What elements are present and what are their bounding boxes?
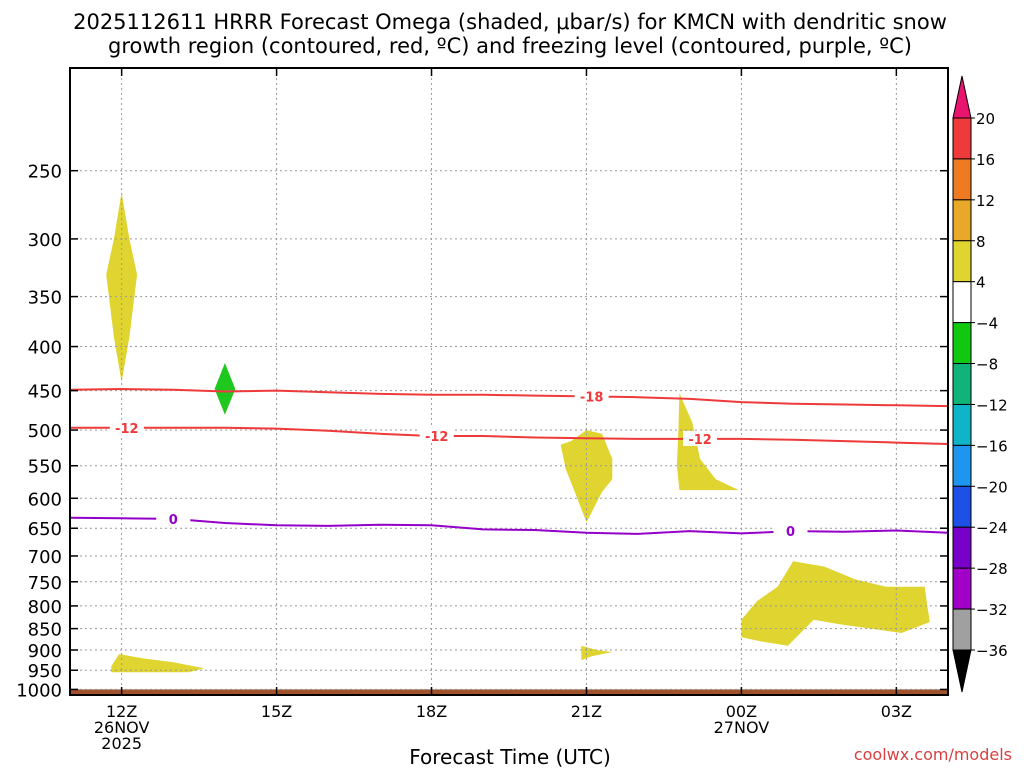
x-tick-label-03Z-0: 03Z: [881, 702, 912, 721]
colorbar-segment-0: [952, 117, 972, 160]
colorbar-segment-12: [952, 608, 972, 651]
ground-strip: [70, 689, 948, 695]
colorbar-label-8: −16: [976, 437, 1008, 455]
y-tick-label-600: 600: [28, 489, 62, 510]
omega-region-900hpa-21z: [581, 645, 613, 661]
colorbar-label-0: 20: [976, 110, 995, 128]
colorbar-segment-1: [952, 158, 972, 201]
zero-c-contour-label-1: 0: [786, 525, 795, 540]
colorbar-segment-9: [952, 485, 972, 528]
colorbar-label-9: −20: [976, 478, 1008, 496]
y-tick-label-450: 450: [28, 382, 62, 403]
minus-12c-contour-label-bg-0: [109, 419, 144, 435]
minus-12c-contour-label-bg-1: [419, 427, 454, 443]
colorbar-segment-11: [952, 567, 972, 610]
y-tick-label-950: 950: [28, 661, 62, 682]
plot-area: -18 -12 -12 -12 0 0: [69, 68, 949, 695]
colorbar-segment-8: [952, 444, 972, 487]
x-tick-label-12Z-2: 2025: [101, 734, 142, 753]
y-tick-label-550: 550: [28, 457, 62, 478]
colorbar-label-1: 16: [976, 151, 995, 169]
minus-18c-contour: [69, 387, 949, 408]
minus-12c-contour-label-2: -12: [688, 433, 712, 448]
y-tick-label-500: 500: [28, 421, 62, 442]
omega-region-530hpa-23z: [676, 393, 739, 491]
axes: 2503003504004505005506006507007508008509…: [16, 67, 949, 753]
colorbar-label-2: 12: [976, 192, 995, 210]
minus-12c-contour-label-bg-2: [683, 430, 718, 446]
minus-18c-contour-label-0: -18: [580, 390, 604, 405]
x-tick-label-00Z-1: 27NOV: [714, 718, 770, 737]
y-tick-label-1000: 1000: [16, 680, 62, 701]
y-tick-label-250: 250: [28, 162, 62, 183]
colorbar-segment-5: [952, 322, 972, 365]
zero-c-contour-label-0: 0: [169, 513, 178, 528]
colorbar: 20 16 12 8 4 −4 −8 −12 −16 −20 −24 −28 −32 −36: [952, 75, 1008, 693]
x-tick-label-12Z-1: 26NOV: [94, 718, 150, 737]
zero-c-contour-label-bg-1: [773, 523, 808, 539]
zero-c-contour-label-bg-0: [156, 510, 191, 526]
x-tick-label-15Z-0: 15Z: [261, 702, 292, 721]
x-tick-label-00Z-0: 00Z: [726, 702, 757, 721]
omega-region-450hpa-14z: [214, 363, 236, 415]
colorbar-label-5: −4: [976, 315, 998, 333]
y-tick-label-900: 900: [28, 641, 62, 662]
omega-region-540hpa-21z: [560, 430, 613, 523]
colorbar-segment-2: [952, 199, 972, 242]
colorbar-label-11: −28: [976, 560, 1008, 578]
minus-18c-contour-label-bg-0: [574, 388, 609, 404]
colorbar-label-6: −8: [976, 356, 998, 374]
colorbar-bottom-arrow: [952, 649, 972, 693]
credit-text: coolwx.com/models: [854, 745, 1012, 764]
minus-12c-contour-label-1: -12: [425, 430, 449, 445]
chart-title-line-1: 2025112611 HRRR Forecast Omega (shaded, …: [73, 10, 947, 34]
y-tick-label-800: 800: [28, 597, 62, 618]
colorbar-segment-6: [952, 363, 972, 405]
colorbar-label-4: 4: [976, 274, 986, 292]
y-tick-label-650: 650: [28, 519, 62, 540]
colorbar-segment-10: [952, 526, 972, 569]
y-tick-label-300: 300: [28, 230, 62, 251]
chart-title-line-2: growth region (contoured, red, ºC) and f…: [108, 34, 912, 58]
colorbar-segment-7: [952, 403, 972, 446]
plot-frame: [69, 67, 949, 696]
colorbar-segment-4: [952, 281, 972, 324]
y-tick-label-850: 850: [28, 620, 62, 641]
x-axis-label: Forecast Time (UTC): [409, 745, 611, 768]
colorbar-label-13: −36: [976, 642, 1008, 660]
colorbar-label-7: −12: [976, 396, 1008, 414]
colorbar-label-12: −32: [976, 601, 1008, 619]
colorbar-segment-3: [952, 240, 972, 283]
minus-12c-contour: [70, 426, 949, 445]
y-tick-label-350: 350: [28, 288, 62, 309]
colorbar-label-10: −24: [976, 519, 1008, 537]
x-tick-label-21Z-0: 21Z: [571, 702, 602, 721]
y-tick-label-400: 400: [28, 338, 62, 359]
y-tick-label-700: 700: [28, 547, 62, 568]
omega-region-300hpa-12z: [106, 192, 138, 383]
omega-region-950hpa-12z: [111, 654, 205, 673]
omega-region-800hpa-01z: [741, 561, 930, 646]
x-tick-label-12Z-0: 12Z: [106, 702, 137, 721]
y-tick-label-750: 750: [28, 573, 62, 594]
minus-12c-contour-label-0: -12: [115, 422, 139, 437]
colorbar-label-3: 8: [976, 233, 986, 251]
x-tick-label-18Z-0: 18Z: [416, 702, 447, 721]
